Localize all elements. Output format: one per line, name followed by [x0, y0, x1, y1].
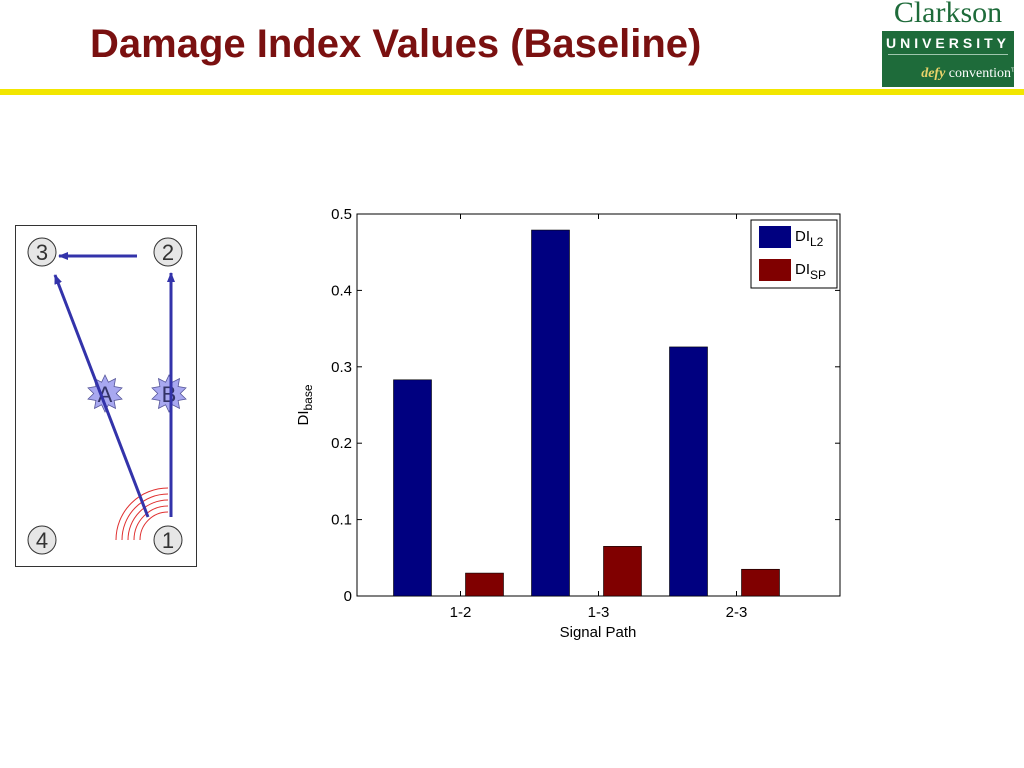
damage-site-b: B: [151, 374, 187, 413]
legend: DIL2 DISP: [750, 219, 838, 289]
sensor-1-label: 1: [162, 528, 174, 553]
legend-label-dil2-main: DI: [795, 228, 810, 245]
y-tick-label: 0.4: [331, 282, 352, 299]
bar-l2-2-3: [669, 346, 708, 597]
sensor-2-label: 2: [162, 240, 174, 265]
damage-b-label: B: [162, 382, 177, 407]
bar-l2-1-3: [531, 229, 570, 597]
sensor-3: 3: [27, 237, 57, 267]
bar-sp-1-2: [465, 572, 504, 597]
logo-divider: [888, 54, 1008, 55]
logo-band: UNIVERSITY defy conventionTM: [882, 31, 1020, 87]
logo-name: Clarkson: [893, 0, 1003, 29]
y-tick-label: 0.2: [331, 435, 352, 452]
damage-a-label: A: [98, 382, 113, 407]
bar-l2-1-2: [393, 379, 432, 597]
y-axis-label-sub: base: [301, 384, 315, 410]
legend-label-disp: DISP: [795, 261, 826, 282]
legend-label-disp-sub: SP: [810, 268, 826, 282]
y-tick-label: 0: [344, 588, 352, 605]
logo-trademark: TM: [1011, 67, 1020, 74]
x-axis-label: Signal Path: [560, 624, 637, 641]
bars: [393, 229, 780, 597]
logo-tagline: defy conventionTM: [882, 66, 1020, 82]
sensor-4-circle: [27, 525, 57, 555]
wave-emission: [115, 487, 169, 541]
y-tick-label: 0.3: [331, 359, 352, 376]
signal-path-arrows: [53, 252, 175, 518]
x-tick-label: 1-2: [450, 604, 472, 621]
y-tick-label: 0.1: [331, 512, 352, 529]
y-tick-label: 0.5: [331, 206, 352, 223]
sensor-3-label: 3: [36, 240, 48, 265]
bar-sp-2-3: [741, 568, 780, 597]
logo-university: UNIVERSITY: [885, 35, 1010, 51]
damage-b-star-icon: [151, 374, 187, 413]
y-axis-label: DIbase: [295, 384, 315, 425]
logo-tagline-convention: convention: [948, 66, 1011, 81]
x-axis-ticks: 1-2 1-3 2-3: [450, 214, 748, 621]
title-underline: [0, 89, 1024, 95]
sensor-1: 1: [153, 525, 183, 555]
legend-label-disp-main: DI: [795, 261, 810, 278]
logo-tagline-defy: defy: [921, 66, 946, 81]
bar-sp-1-3: [603, 546, 642, 597]
slide-title: Damage Index Values (Baseline): [90, 22, 702, 66]
path-1-3-arrow: [53, 274, 150, 518]
y-axis-label-main: DI: [295, 411, 312, 426]
sensor-2: 2: [153, 237, 183, 267]
damage-index-chart: 0 0.1 0.2 0.3 0.4 0.5 1-2 1-3 2-3 Signal Path D…: [295, 206, 841, 641]
x-tick-label: 2-3: [726, 604, 748, 621]
legend-label-dil2-sub: L2: [810, 235, 824, 249]
sensor-3-circle: [27, 237, 57, 267]
y-axis-ticks: 0 0.1 0.2 0.3 0.4 0.5: [331, 206, 840, 605]
sensor-1-circle: [153, 525, 183, 555]
sensor-diagram: A B 3 2 4 1: [15, 225, 197, 567]
x-tick-label: 1-3: [588, 604, 610, 621]
sensor-2-circle: [153, 237, 183, 267]
clarkson-logo: Clarkson UNIVERSITY defy conventionTM: [880, 0, 1022, 88]
legend-swatch-disp: [759, 259, 791, 281]
legend-swatch-dil2: [759, 226, 791, 248]
sensor-4: 4: [27, 525, 57, 555]
legend-label-dil2: DIL2: [795, 228, 824, 249]
sensor-4-label: 4: [36, 528, 48, 553]
